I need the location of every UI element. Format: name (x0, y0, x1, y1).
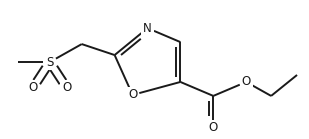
Text: S: S (46, 55, 53, 69)
Text: O: O (242, 75, 251, 88)
Text: N: N (143, 22, 152, 35)
Text: O: O (28, 81, 37, 94)
Text: O: O (209, 121, 218, 134)
Text: O: O (62, 81, 71, 94)
Text: O: O (128, 88, 137, 101)
